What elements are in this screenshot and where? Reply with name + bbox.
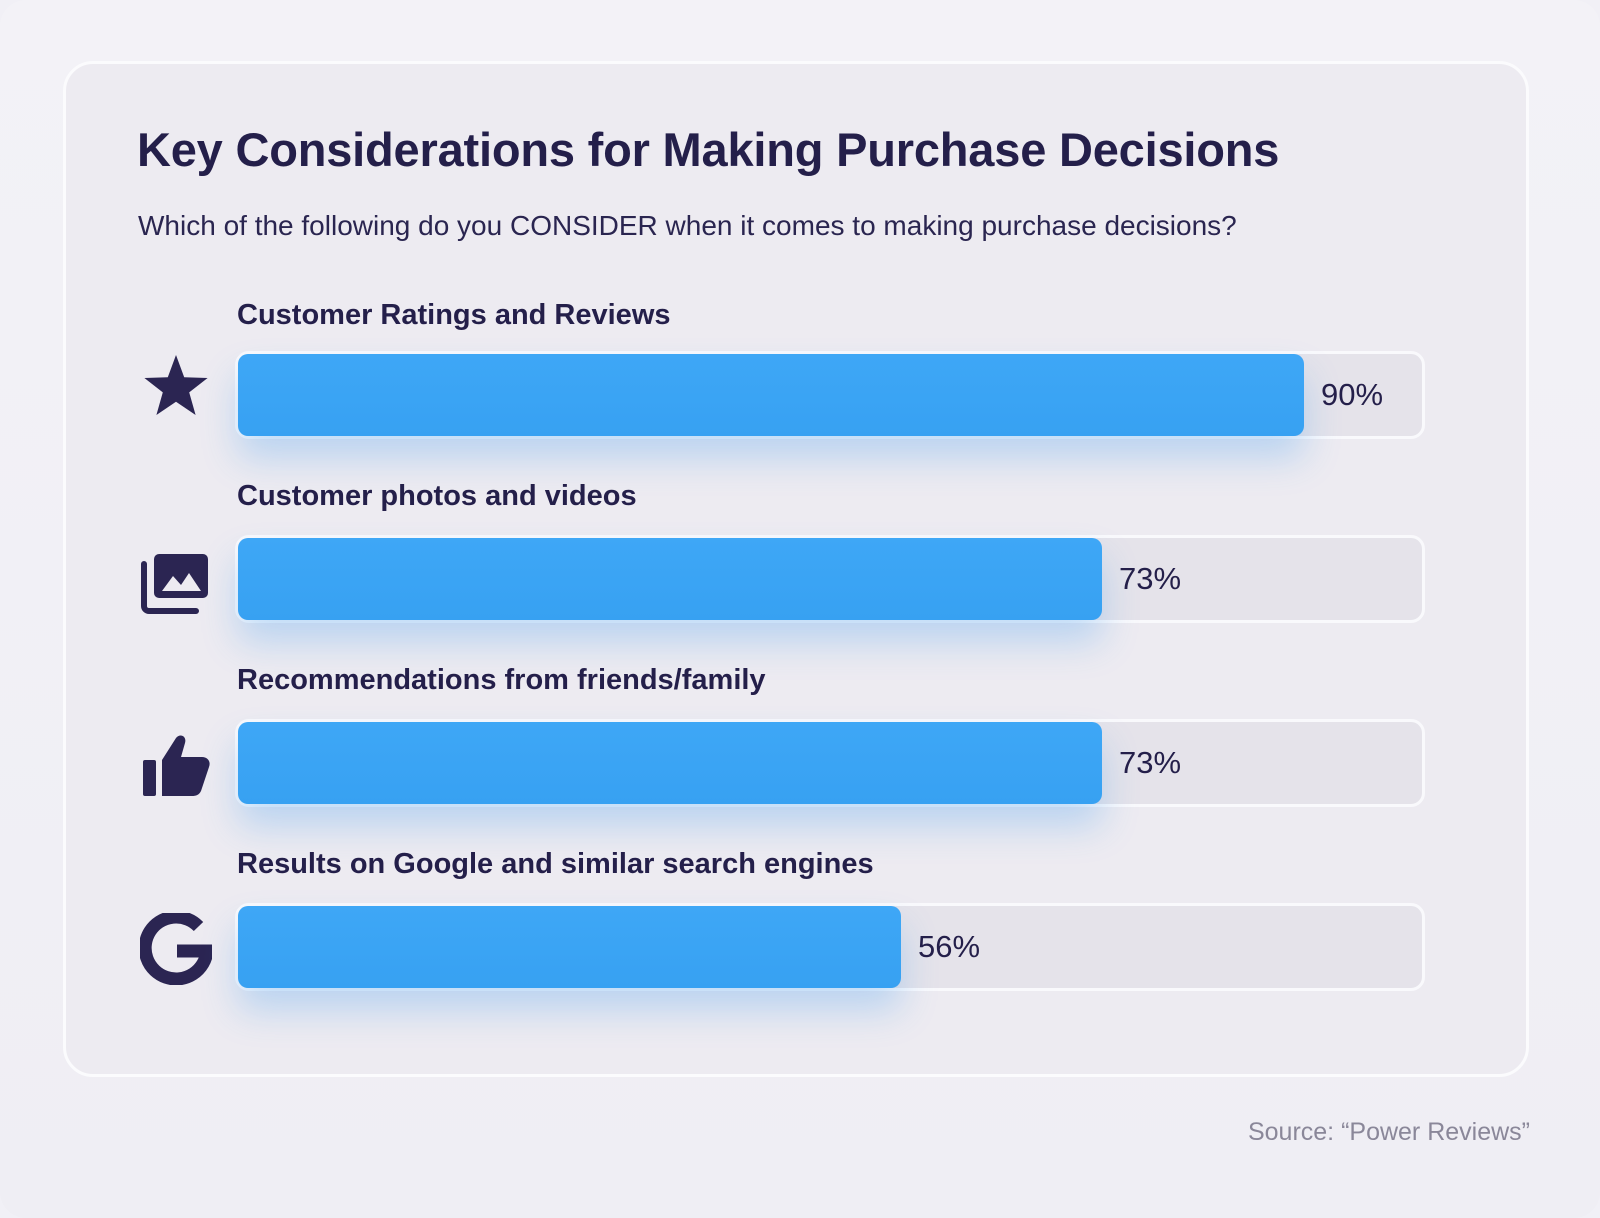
bar (238, 906, 901, 988)
bar (238, 538, 1102, 620)
bar-label: Customer Ratings and Reviews (237, 299, 671, 331)
bar-track: 90% (235, 351, 1425, 439)
bar-label: Results on Google and similar search eng… (237, 848, 874, 880)
star-icon (144, 355, 208, 415)
bar-label: Customer photos and videos (237, 480, 637, 512)
bar-track: 56% (235, 903, 1425, 991)
bar (238, 354, 1304, 436)
bar-track: 73% (235, 535, 1425, 623)
google-icon (140, 913, 212, 985)
thumbs-up-icon (143, 735, 210, 796)
bar (238, 722, 1102, 804)
bar-value-label: 73% (1119, 745, 1182, 780)
bar-value-label: 73% (1119, 561, 1182, 596)
chart-title: Key Considerations for Making Purchase D… (137, 123, 1280, 176)
bar-value-label: 90% (1321, 377, 1384, 412)
photo-gallery-icon (141, 554, 208, 614)
source-note: Source: “Power Reviews” (1247, 1118, 1530, 1146)
bar-track: 73% (235, 719, 1425, 807)
bar-value-label: 56% (918, 929, 981, 964)
chart-subtitle: Which of the following do you CONSIDER w… (138, 210, 1237, 241)
bar-label: Recommendations from friends/family (237, 664, 766, 696)
